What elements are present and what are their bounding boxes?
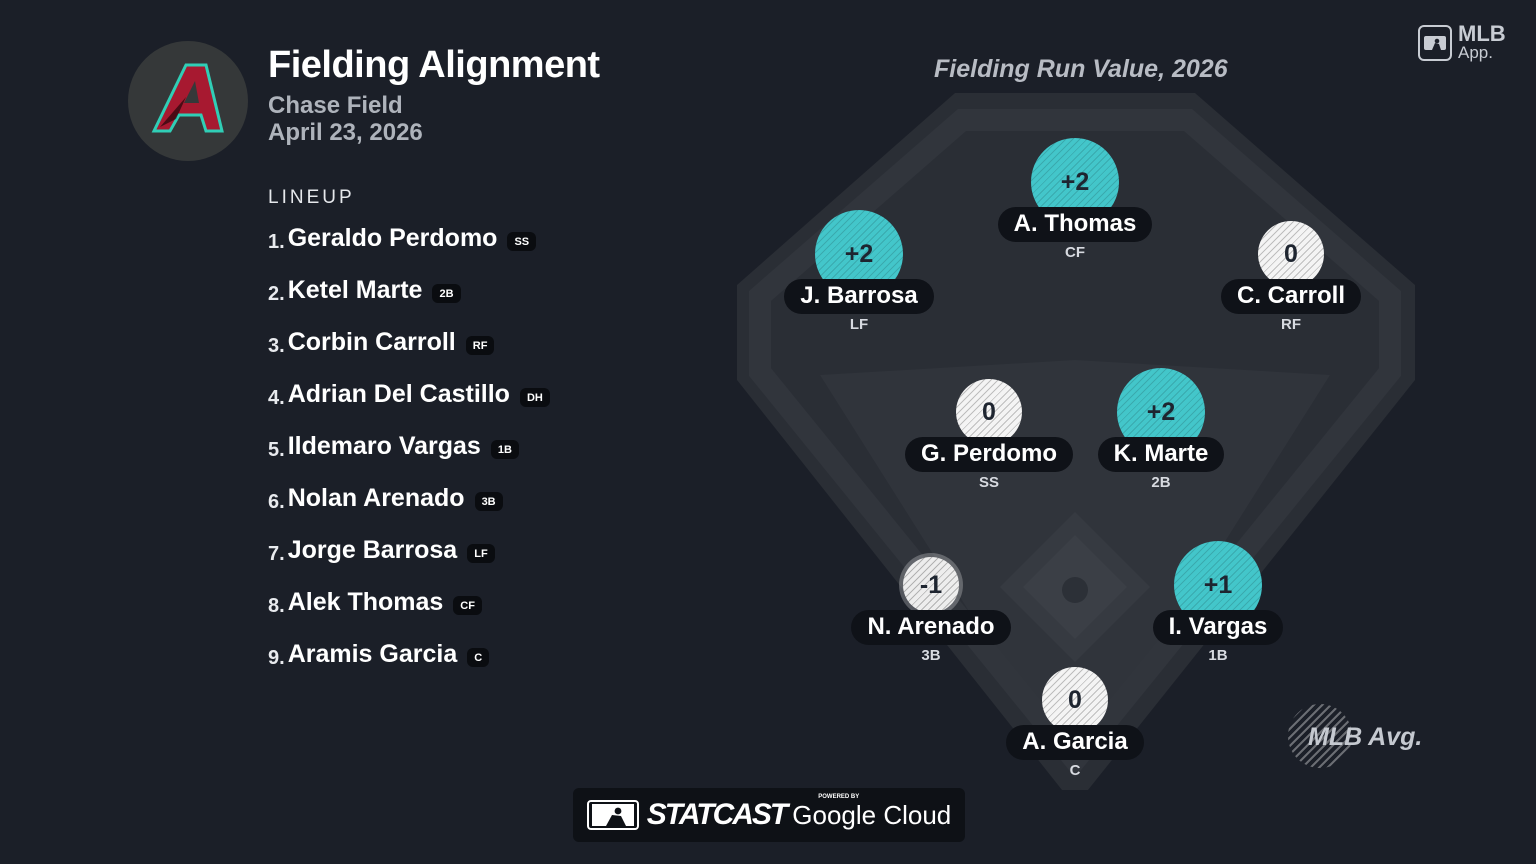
powered-by-label: POWERED BY	[818, 793, 860, 800]
run-value-marker: 0	[1258, 221, 1324, 287]
lineup-number: 4.	[268, 387, 285, 409]
fielder-position: RF	[1281, 316, 1301, 333]
lineup-player-name: Aramis Garcia	[287, 640, 458, 668]
lineup-heading: LINEUP	[268, 187, 355, 208]
position-badge: SS	[507, 232, 537, 251]
fielder-position: LF	[849, 316, 869, 333]
fielder-1b: +1 I. Vargas 1B	[1108, 541, 1328, 664]
fielder-position: SS	[978, 474, 999, 491]
venue-label: Chase Field	[268, 92, 403, 119]
lineup-player-name: Corbin Carroll	[287, 328, 456, 356]
fielder-name: N. Arenado	[851, 610, 1011, 645]
run-value-marker: 0	[1042, 667, 1108, 733]
lineup-player-name: Alek Thomas	[287, 588, 444, 616]
pitchers-mound	[1062, 577, 1088, 603]
position-badge: CF	[453, 596, 482, 615]
fielder-name: J. Barrosa	[784, 279, 934, 314]
lineup-player-name: Nolan Arenado	[287, 484, 465, 512]
statcast-footer: STATCAST POWERED BY Google Cloud	[573, 788, 965, 842]
run-value-marker: -1	[903, 557, 959, 613]
google-cloud-wordmark: POWERED BY Google Cloud	[792, 794, 952, 831]
mlb-app-line1: MLB	[1458, 21, 1506, 46]
field-chart-title: Fielding Run Value, 2026	[934, 55, 1228, 83]
diamondbacks-a-icon	[151, 63, 224, 133]
fielder-position: 1B	[1208, 647, 1228, 664]
fielder-ss: 0 G. Perdomo SS	[879, 379, 1099, 491]
list-item: 6. Nolan Arenado 3B	[268, 484, 550, 536]
fielder-lf: +2 J. Barrosa LF	[749, 210, 969, 333]
mlb-avg-label: MLB Avg.	[1308, 723, 1423, 751]
date-label: April 23, 2026	[268, 119, 423, 146]
list-item: 1. Geraldo Perdomo SS	[268, 224, 550, 276]
lineup-number: 7.	[268, 543, 285, 565]
lineup-player-name: Adrian Del Castillo	[287, 380, 510, 408]
fielder-position: 2B	[1151, 474, 1171, 491]
position-badge: C	[467, 648, 490, 667]
list-item: 9. Aramis Garcia C	[268, 640, 550, 692]
fielder-name: K. Marte	[1097, 437, 1225, 472]
fielder-name: A. Thomas	[997, 207, 1153, 242]
position-badge: 3B	[474, 492, 503, 511]
lineup-list: 1. Geraldo Perdomo SS 2. Ketel Marte 2B …	[268, 224, 550, 692]
position-badge: DH	[519, 388, 550, 407]
fielder-position: 3B	[921, 647, 941, 664]
fielder-c: 0 A. Garcia C	[965, 667, 1185, 779]
lineup-number: 3.	[268, 335, 285, 357]
position-badge: 1B	[490, 440, 519, 459]
team-logo	[128, 41, 248, 161]
fielder-2b: +2 K. Marte 2B	[1051, 368, 1271, 491]
lineup-number: 6.	[268, 491, 285, 513]
list-item: 5. Ildemaro Vargas 1B	[268, 432, 550, 484]
lineup-number: 8.	[268, 595, 285, 617]
fielder-rf: 0 C. Carroll RF	[1181, 221, 1401, 333]
mlb-logo-icon	[586, 800, 639, 830]
lineup-player-name: Jorge Barrosa	[287, 536, 458, 564]
mlb-logo-icon	[1418, 25, 1452, 61]
list-item: 7. Jorge Barrosa LF	[268, 536, 550, 588]
fielder-cf: +2 A. Thomas CF	[965, 138, 1185, 261]
list-item: 4. Adrian Del Castillo DH	[268, 380, 550, 432]
fielder-name: C. Carroll	[1220, 279, 1362, 314]
lineup-number: 2.	[268, 283, 285, 305]
google-cloud-label: Google Cloud	[792, 799, 952, 830]
mlb-app-line2: App.	[1458, 43, 1493, 62]
fielder-name: I. Vargas	[1152, 610, 1284, 645]
fielder-position: C	[1069, 762, 1081, 779]
position-badge: LF	[467, 544, 495, 563]
fielder-position: CF	[1065, 244, 1085, 261]
page-title: Fielding Alignment	[268, 44, 600, 86]
lineup-number: 1.	[268, 231, 285, 253]
lineup-player-name: Ketel Marte	[287, 276, 423, 304]
lineup-player-name: Ildemaro Vargas	[287, 432, 481, 460]
run-value-marker: 0	[956, 379, 1022, 445]
fielder-name: A. Garcia	[1006, 725, 1144, 760]
lineup-player-name: Geraldo Perdomo	[287, 224, 498, 252]
list-item: 2. Ketel Marte 2B	[268, 276, 550, 328]
statcast-wordmark: STATCAST	[646, 798, 789, 831]
position-badge: RF	[465, 336, 495, 355]
lineup-number: 5.	[268, 439, 285, 461]
list-item: 3. Corbin Carroll RF	[268, 328, 550, 380]
mlb-avg-swatch	[1288, 704, 1352, 768]
list-item: 8. Alek Thomas CF	[268, 588, 550, 640]
mlb-app-logo: MLB App.	[1418, 21, 1506, 62]
position-badge: 2B	[432, 284, 461, 303]
lineup-number: 9.	[268, 647, 285, 669]
fielder-3b: -1 N. Arenado 3B	[821, 552, 1041, 664]
fielder-name: G. Perdomo	[904, 437, 1074, 472]
